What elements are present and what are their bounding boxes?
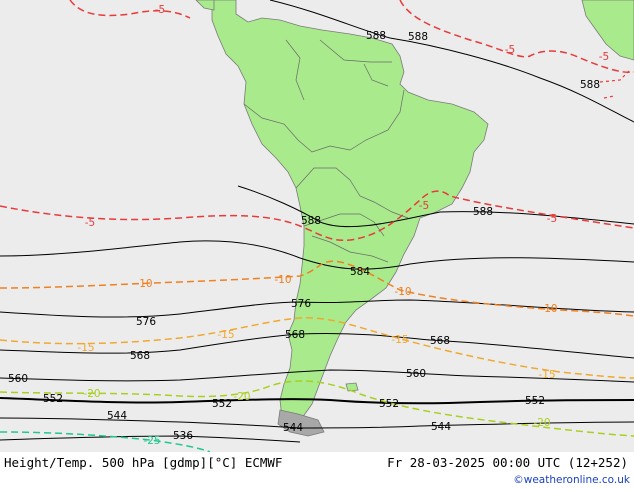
- temp-label: -5: [547, 213, 557, 225]
- height-label: 576: [291, 298, 311, 310]
- weather-map: 588 588 588 588 588 584 576 576 568 568 …: [0, 0, 634, 452]
- contour-536: [0, 435, 301, 443]
- height-label: 552: [43, 393, 63, 405]
- height-label: 552: [212, 398, 232, 410]
- temp-label: -15: [77, 342, 94, 354]
- temp-m5-ne: [399, 0, 634, 74]
- minor-red-marks: [599, 69, 631, 99]
- forecast-datetime: Fr 28-03-2025 00:00 UTC (12+252): [387, 455, 628, 470]
- temp-label: -25: [143, 435, 160, 447]
- tierra-del-fuego: [277, 409, 325, 437]
- height-label: 588: [580, 79, 600, 91]
- height-label: 544: [107, 410, 127, 422]
- height-labels: 588 588 588 588 588 584 576 576 568 568 …: [8, 30, 600, 442]
- height-label: 552: [379, 398, 399, 410]
- map-canvas: 588 588 588 588 588 584 576 576 568 568 …: [0, 0, 634, 452]
- height-label: 568: [130, 350, 150, 362]
- falkland-islands: [345, 382, 359, 392]
- temp-m15: [0, 317, 634, 379]
- temp-label: -15: [217, 329, 234, 341]
- height-label: 588: [301, 215, 321, 227]
- site-credit-link[interactable]: ©weatheronline.co.uk: [513, 474, 630, 486]
- temp-label: -15: [391, 334, 408, 346]
- height-label: 588: [473, 206, 493, 218]
- central-america-land: [195, 0, 215, 11]
- temp-label: -10: [540, 303, 557, 315]
- temp-label: -5: [155, 4, 165, 16]
- temp-m5-north: [69, 0, 191, 19]
- temp-m10: [0, 260, 634, 317]
- contour-568: [0, 332, 634, 359]
- temp-label: -15: [538, 369, 555, 381]
- temp-label: -20: [83, 388, 100, 400]
- height-label: 568: [285, 329, 305, 341]
- map-title: Height/Temp. 500 hPa [gdmp][°C] ECMWF: [4, 455, 283, 470]
- south-america-landmass: [211, 0, 489, 431]
- temp-label: -5: [599, 51, 609, 63]
- temp-label: -20: [533, 417, 550, 429]
- temperature-labels: -5 -5 -5 -5 -5 -5 -10 -10 -10 -10 -15 -1…: [77, 4, 609, 447]
- temperature-contours: [0, 0, 634, 452]
- temp-label: -10: [274, 274, 291, 286]
- temp-label: -5: [419, 200, 429, 212]
- height-label: 568: [430, 335, 450, 347]
- footer: Height/Temp. 500 hPa [gdmp][°C] ECMWF Fr…: [0, 452, 634, 490]
- contour-584: [0, 240, 634, 270]
- contour-552: [0, 397, 634, 405]
- temp-label: -5: [85, 217, 95, 229]
- temp-label: -20: [233, 391, 250, 403]
- height-label: 544: [283, 422, 303, 434]
- height-label: 588: [408, 31, 428, 43]
- temp-label: -10: [135, 278, 152, 290]
- contour-588-north: [269, 0, 634, 123]
- height-label: 576: [136, 316, 156, 328]
- height-label: 536: [173, 430, 193, 442]
- africa-land: [581, 0, 634, 61]
- height-label: 560: [8, 373, 28, 385]
- contour-588-mid: [237, 185, 634, 228]
- height-label: 588: [366, 30, 386, 42]
- height-label: 584: [350, 266, 370, 278]
- contour-560: [0, 369, 634, 383]
- height-label: 560: [406, 368, 426, 380]
- height-label: 544: [431, 421, 451, 433]
- height-label: 552: [525, 395, 545, 407]
- temp-label: -10: [394, 286, 411, 298]
- temp-m20: [0, 380, 634, 437]
- temp-m25: [0, 431, 211, 452]
- temp-m5-south: [0, 190, 634, 242]
- temp-label: -5: [505, 44, 515, 56]
